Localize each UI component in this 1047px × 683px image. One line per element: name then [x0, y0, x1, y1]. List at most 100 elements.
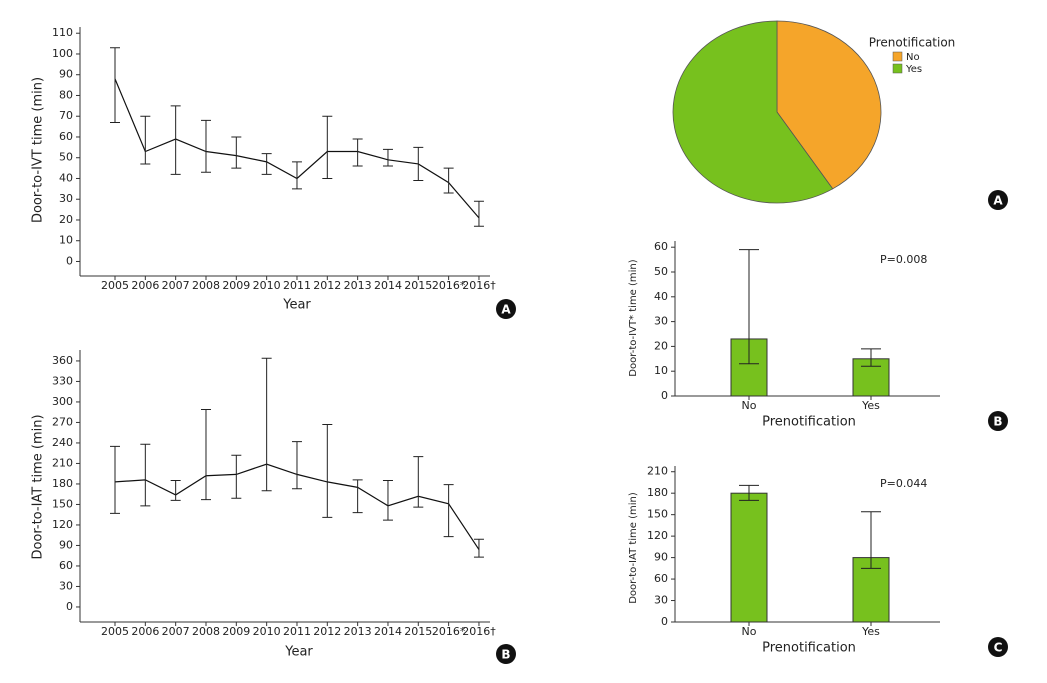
panel-badge	[496, 299, 516, 319]
y-tick-label: 180	[647, 486, 668, 499]
x-tick-label: 2012	[313, 625, 341, 638]
x-tick-label: Yes	[861, 399, 880, 412]
error-bar	[443, 167, 454, 194]
y-tick-label: 120	[647, 529, 668, 542]
error-bar	[110, 47, 120, 123]
legend-label: No	[906, 52, 920, 63]
error-bar	[291, 161, 302, 190]
x-tick-label: 2006	[131, 625, 159, 638]
error-bar	[291, 441, 302, 490]
y-tick-label: 210	[647, 465, 668, 478]
error-bar	[861, 348, 881, 367]
error-bar	[261, 357, 272, 492]
y-tick-label: 270	[52, 415, 73, 428]
y-tick-label: 240	[52, 436, 73, 449]
x-axis-title: Year	[284, 645, 313, 660]
x-tick-label: 2011	[283, 625, 311, 638]
error-bar	[261, 153, 272, 175]
legend-label: Yes	[905, 64, 922, 75]
y-tick-label: 50	[59, 151, 73, 164]
y-tick-label: 300	[52, 395, 73, 408]
legend-title: Prenotification	[869, 36, 956, 50]
y-tick-label: 150	[647, 508, 668, 521]
y-tick-label: 40	[654, 290, 668, 303]
error-bar	[861, 511, 881, 569]
y-tick-label: 60	[654, 572, 668, 585]
x-tick-label: 2016†	[462, 279, 496, 292]
pie-slice	[672, 20, 834, 204]
y-tick-label: 10	[59, 234, 73, 247]
y-tick-label: 150	[52, 497, 73, 510]
x-tick-label: 2005	[101, 625, 129, 638]
error-bar	[443, 484, 454, 538]
panel-badge	[988, 637, 1008, 657]
y-tick-label: 330	[52, 374, 73, 387]
error-bar	[170, 105, 181, 175]
x-tick-label: 2006	[131, 279, 159, 292]
y-tick-label: 60	[59, 130, 73, 143]
error-bar	[382, 148, 393, 167]
error-bar	[170, 480, 181, 501]
y-tick-label: 90	[59, 68, 73, 81]
x-axis-title: Prenotification	[762, 415, 856, 430]
x-tick-label: 2005	[101, 279, 129, 292]
bar	[730, 492, 768, 623]
x-tick-label: 2016*	[432, 625, 466, 638]
error-bar	[231, 136, 242, 169]
x-tick-label: 2010	[253, 625, 281, 638]
panel-label: B	[501, 648, 510, 662]
y-tick-label: 30	[59, 192, 73, 205]
y-axis-title: Door-to-IAT time (min)	[628, 492, 639, 604]
x-tick-label: 2012	[313, 279, 341, 292]
error-bar	[322, 115, 333, 179]
y-axis-title: Door-to-IVT* time (min)	[628, 259, 639, 376]
error-bar	[473, 200, 484, 227]
line	[114, 78, 480, 219]
error-bar	[473, 538, 484, 558]
x-tick-label: 2008	[192, 279, 220, 292]
error-bar	[413, 456, 424, 508]
pie-slice	[776, 20, 882, 190]
panel-badge	[988, 190, 1008, 210]
panel-label: C	[994, 641, 1003, 655]
x-tick-label: 2011	[283, 279, 311, 292]
x-axis-title: Prenotification	[762, 641, 856, 656]
y-tick-label: 90	[654, 551, 668, 564]
x-tick-label: No	[742, 625, 757, 638]
panel-label: A	[993, 194, 1003, 208]
x-tick-label: 2015	[404, 625, 432, 638]
error-bar	[200, 408, 211, 501]
y-tick-label: 20	[654, 339, 668, 352]
y-tick-label: 0	[66, 254, 73, 267]
y-axis-title: Door-to-IVT time (min)	[31, 77, 46, 223]
y-tick-label: 100	[52, 47, 73, 60]
error-bar	[110, 445, 120, 514]
panel-label: B	[993, 415, 1002, 429]
error-bar	[739, 249, 759, 365]
y-tick-label: 80	[59, 88, 73, 101]
error-bar	[352, 479, 363, 514]
annotation: P=0.008	[880, 253, 927, 266]
x-tick-label: Yes	[861, 625, 880, 638]
y-tick-label: 10	[654, 364, 668, 377]
y-tick-label: 20	[59, 213, 73, 226]
y-tick-label: 70	[59, 109, 73, 122]
y-tick-label: 90	[59, 538, 73, 551]
y-tick-label: 40	[59, 171, 73, 184]
y-tick-label: 60	[654, 240, 668, 253]
error-bar	[140, 443, 151, 507]
x-tick-label: 2014	[374, 279, 402, 292]
y-tick-label: 0	[661, 389, 668, 402]
y-tick-label: 0	[66, 600, 73, 613]
x-tick-label: 2013	[344, 279, 372, 292]
error-bar	[739, 484, 759, 501]
error-bar	[352, 138, 363, 167]
x-tick-label: 2015	[404, 279, 432, 292]
x-tick-label: 2007	[162, 625, 190, 638]
x-tick-label: 2010	[253, 279, 281, 292]
panel-badge	[496, 644, 516, 664]
y-axis-title: Door-to-IAT time (min)	[31, 414, 46, 559]
annotation: P=0.044	[880, 477, 927, 490]
y-tick-label: 30	[654, 315, 668, 328]
error-bar	[322, 423, 333, 518]
